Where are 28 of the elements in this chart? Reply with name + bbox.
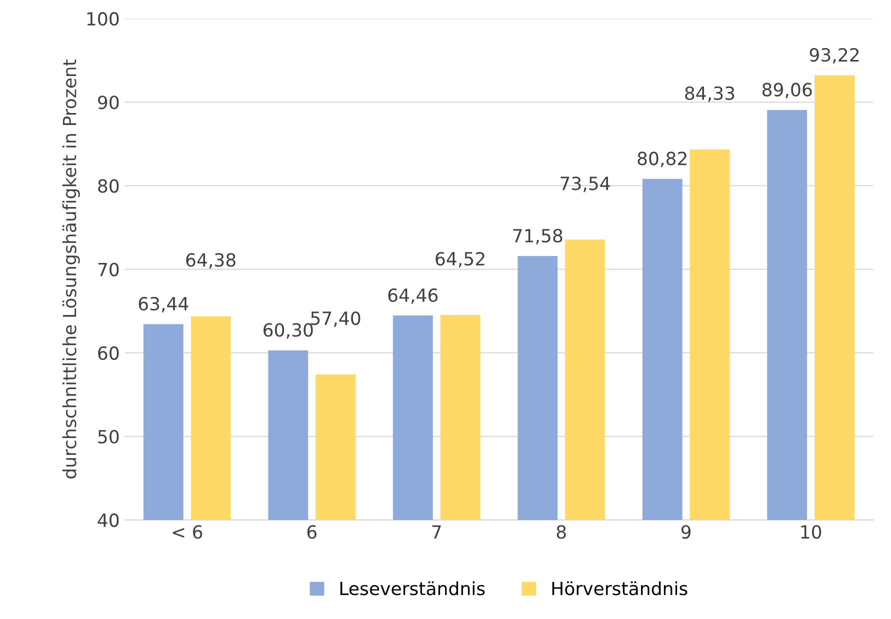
data-label: 93,22 [810,48,859,64]
data-label: 57,40 [311,311,360,327]
data-label: 84,33 [685,86,734,102]
y-tick-label: 50 [98,430,119,444]
y-tick-label: 60 [98,346,119,360]
y-tick-label: 70 [98,262,119,276]
y-tick-label: 40 [98,513,119,528]
data-label: 71,58 [513,228,562,244]
data-label: 63,44 [138,296,188,312]
data-label: 64,46 [388,288,438,304]
x-tick-label: 6 [307,525,316,539]
data-label: 64,38 [186,253,236,269]
data-label: 73,54 [560,176,610,192]
data-label: 64,52 [436,252,484,268]
data-label: 80,82 [638,152,686,168]
x-tick-label: 8 [556,525,566,539]
x-tick-label: 9 [681,525,691,539]
x-tick-label: 10 [801,525,822,539]
legend-label: Leseverständnis [340,581,485,596]
x-tick-label: 7 [432,525,441,539]
y-tick-label: 100 [87,12,119,26]
y-tick-label: 80 [98,179,119,193]
y-tick-label: 90 [98,96,119,110]
y-axis-title: durchschnittliche Lösungshäufigkeit in Prozent [62,60,80,478]
data-label: 89,06 [762,82,812,98]
x-tick-label: < 6 [172,525,202,539]
legend-label: Hörverständnis [552,581,688,596]
data-label: 60,30 [264,323,313,339]
